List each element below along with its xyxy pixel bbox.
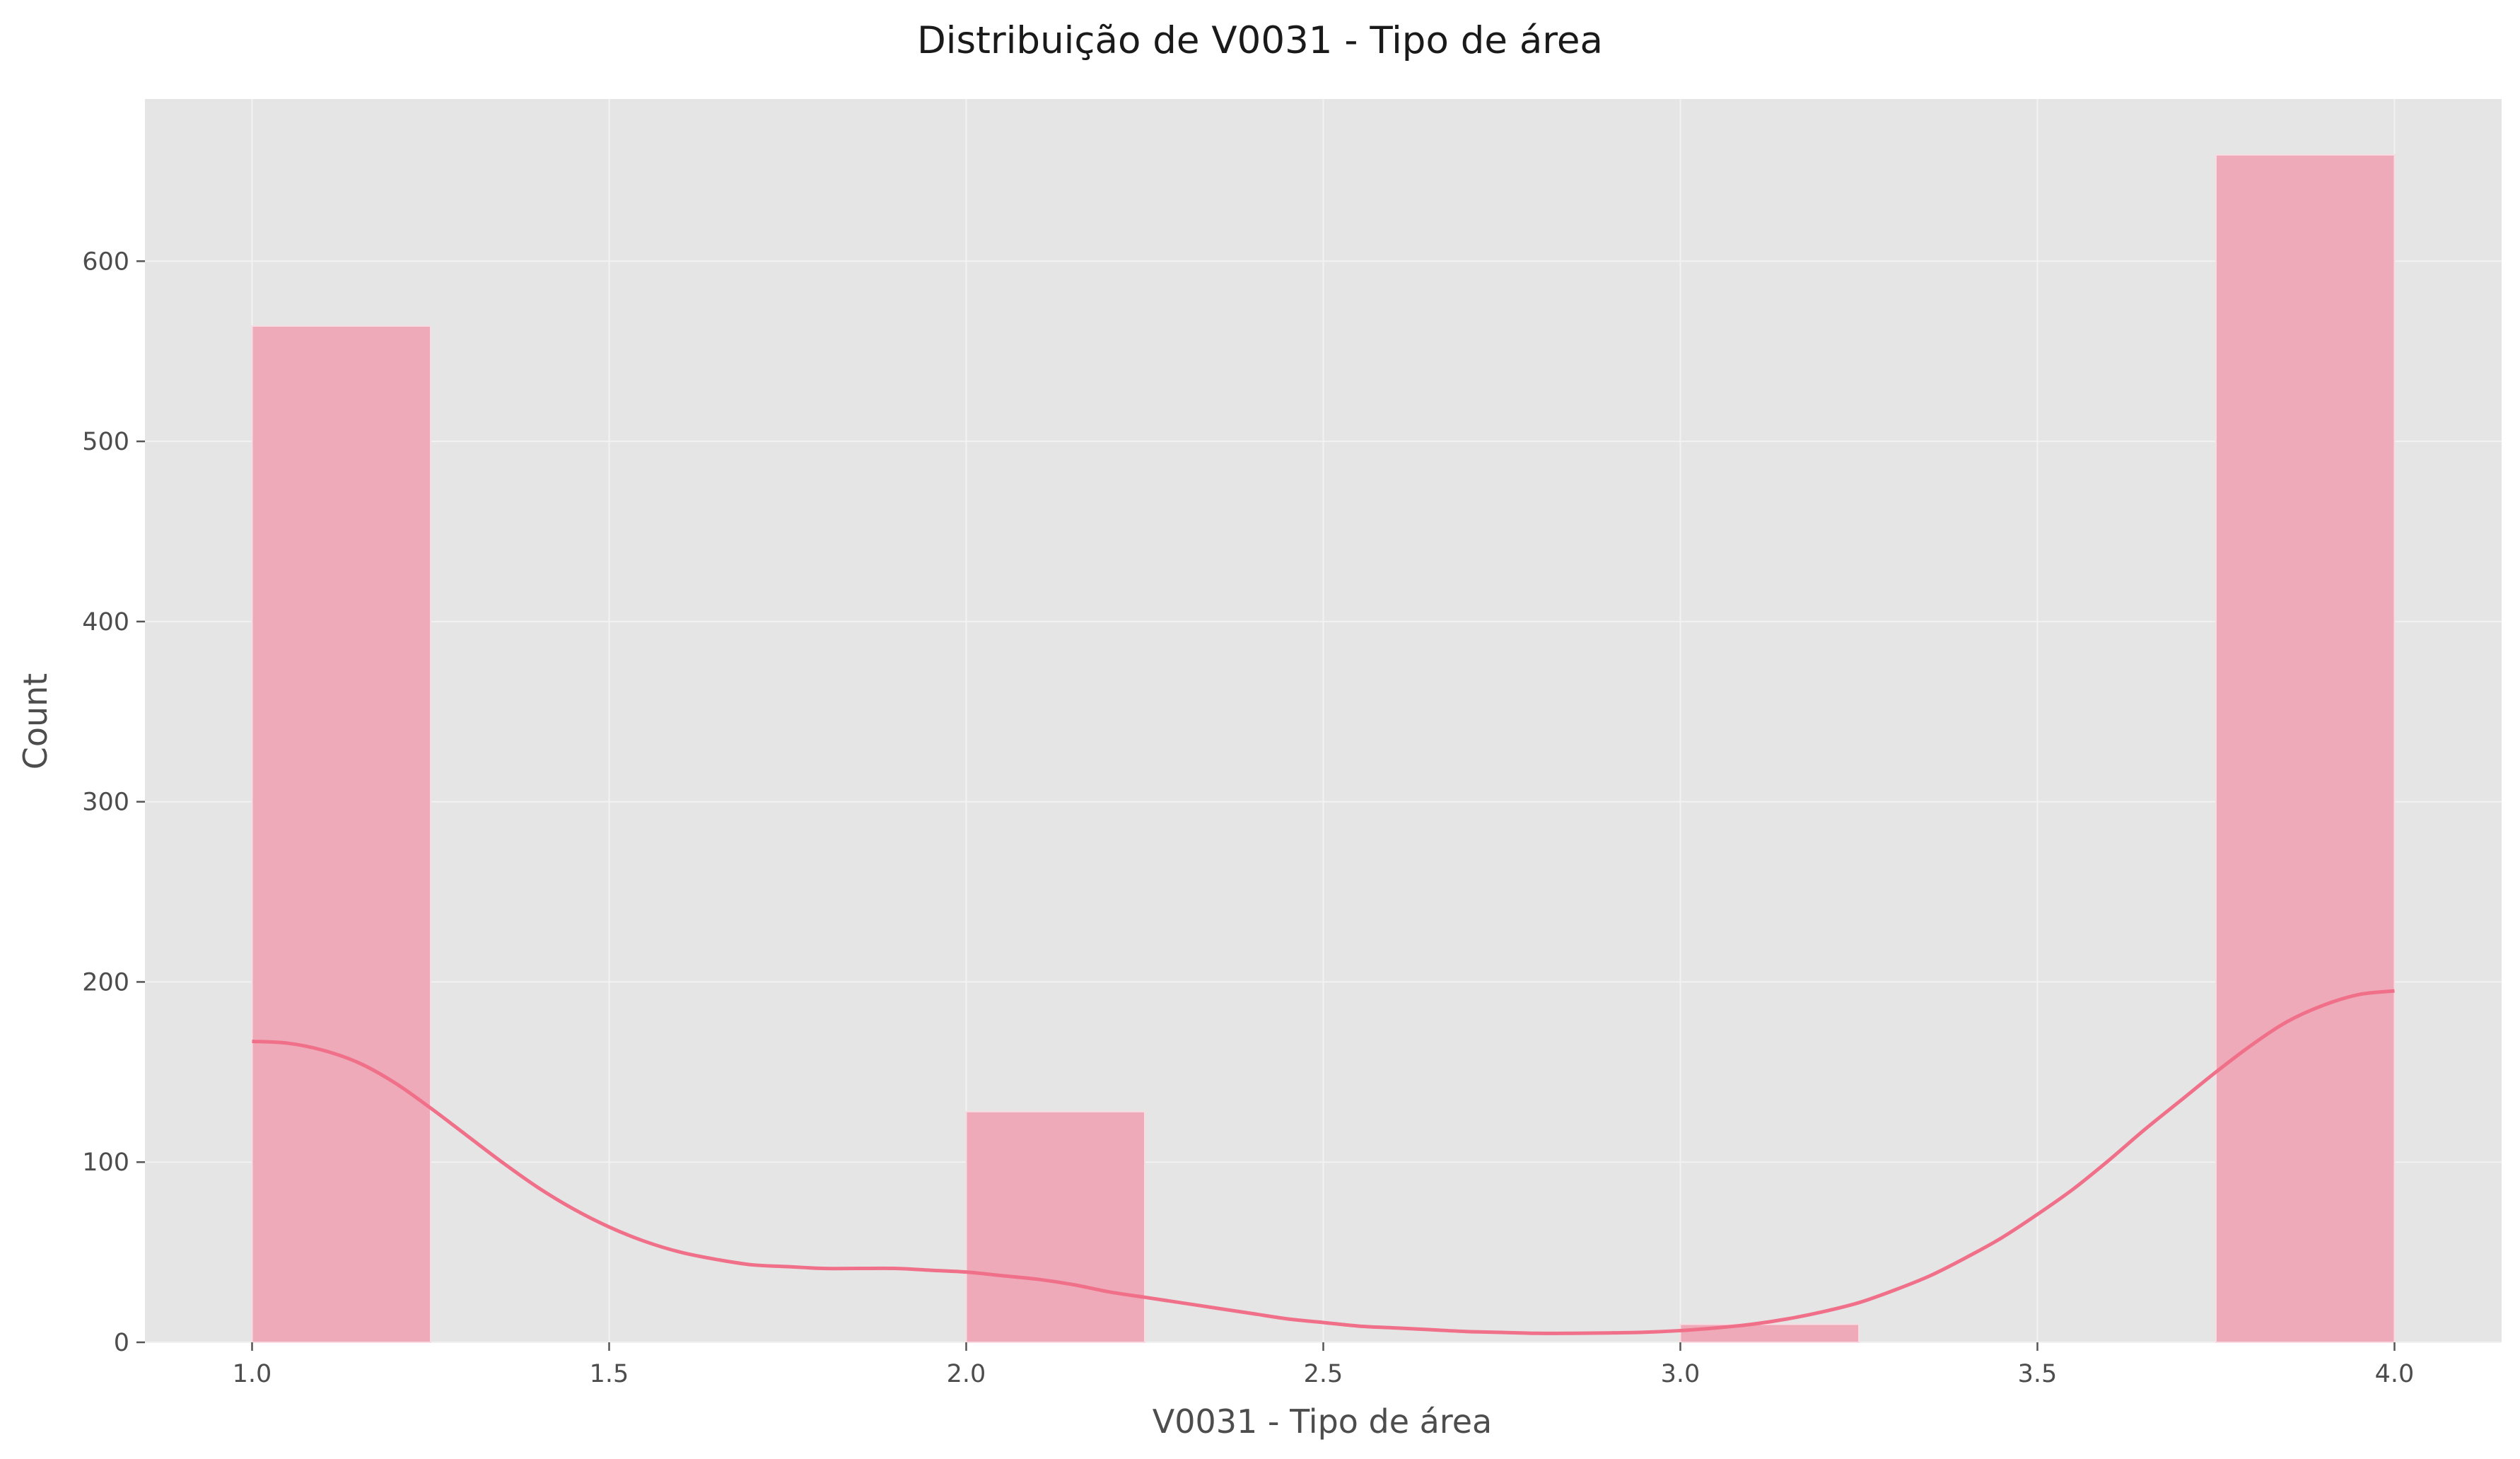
chart-title: Distribuição de V0031 - Tipo de área bbox=[917, 19, 1603, 62]
grid-lines bbox=[145, 99, 2502, 1343]
histogram-bars bbox=[251, 153, 2396, 1344]
y-tick-label: 100 bbox=[82, 1149, 129, 1177]
x-tick-label: 3.0 bbox=[1661, 1360, 1701, 1388]
y-tick-label: 200 bbox=[82, 968, 129, 996]
x-tick-label: 1.5 bbox=[590, 1360, 629, 1388]
x-tick-label: 4.0 bbox=[2375, 1360, 2415, 1388]
x-tick-label: 2.5 bbox=[1304, 1360, 1343, 1388]
x-axis-label: V0031 - Tipo de área bbox=[1153, 1402, 1493, 1441]
y-tick-label: 400 bbox=[82, 608, 129, 637]
y-tick-label: 300 bbox=[82, 789, 129, 817]
histogram-bar bbox=[965, 1110, 1145, 1344]
histogram-bar bbox=[251, 325, 431, 1343]
histogram-bar bbox=[1679, 1323, 1860, 1343]
histogram-bar bbox=[2215, 153, 2396, 1343]
y-tick-label: 600 bbox=[82, 248, 129, 276]
y-axis-label: Count bbox=[16, 673, 54, 770]
y-tick-label: 500 bbox=[82, 428, 129, 456]
kde-curve bbox=[252, 989, 2395, 1335]
y-tick-label: 0 bbox=[114, 1329, 129, 1357]
x-tick-label: 3.5 bbox=[2018, 1360, 2058, 1388]
x-tick-label: 1.0 bbox=[233, 1360, 272, 1388]
x-tick-label: 2.0 bbox=[947, 1360, 986, 1388]
axis-ticks: 1.0 1.5 2.0 2.5 3.0 3.5 4.0 0 100 200 300 400 500 600 bbox=[82, 248, 2414, 1388]
